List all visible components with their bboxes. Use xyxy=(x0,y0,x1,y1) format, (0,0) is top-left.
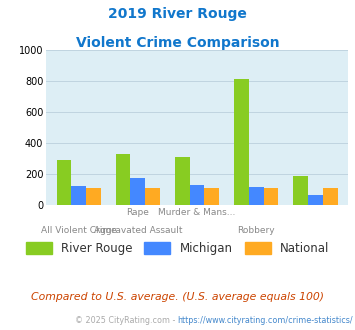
Bar xyxy=(263,187,278,205)
Text: 2019 River Rouge: 2019 River Rouge xyxy=(108,7,247,20)
Text: Robbery: Robbery xyxy=(237,226,275,235)
Bar xyxy=(293,176,308,205)
Bar xyxy=(86,188,101,205)
Bar xyxy=(323,187,338,205)
Text: Compared to U.S. average. (U.S. average equals 100): Compared to U.S. average. (U.S. average … xyxy=(31,292,324,302)
Text: https://www.cityrating.com/crime-statistics/: https://www.cityrating.com/crime-statist… xyxy=(178,316,353,325)
Bar xyxy=(116,154,131,205)
Text: Aggravated Assault: Aggravated Assault xyxy=(94,226,182,235)
Text: Violent Crime Comparison: Violent Crime Comparison xyxy=(76,36,279,50)
Text: Murder & Mans...: Murder & Mans... xyxy=(158,208,236,217)
Bar xyxy=(204,187,219,205)
Text: All Violent Crime: All Violent Crime xyxy=(41,226,116,235)
Bar xyxy=(71,186,86,205)
Bar xyxy=(131,178,145,205)
Text: © 2025 CityRating.com -: © 2025 CityRating.com - xyxy=(75,316,178,325)
Bar xyxy=(234,79,249,205)
Bar xyxy=(175,156,190,205)
Bar xyxy=(249,187,264,205)
Bar xyxy=(56,160,71,205)
Text: Rape: Rape xyxy=(126,208,149,217)
Bar xyxy=(308,194,323,205)
Bar xyxy=(145,188,160,205)
Bar xyxy=(190,185,204,205)
Legend: River Rouge, Michigan, National: River Rouge, Michigan, National xyxy=(21,237,334,260)
